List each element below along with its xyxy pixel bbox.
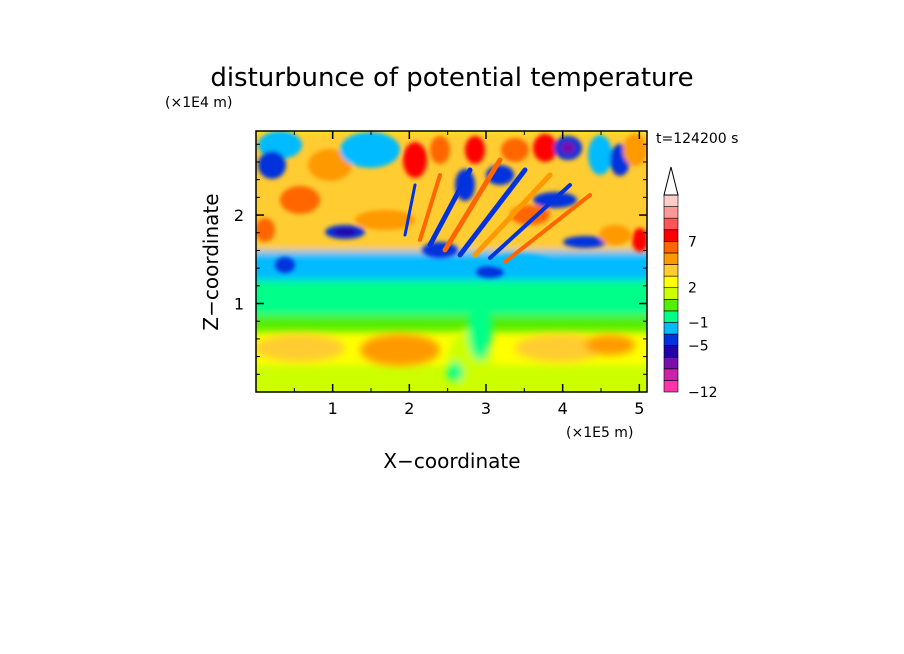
colorbar-swatch — [663, 310, 679, 323]
y-tick-label: 2 — [234, 206, 244, 225]
time-label: t=124200 s — [656, 131, 738, 147]
colorbar-swatch — [663, 264, 679, 277]
colorbar-extend-arrow — [663, 166, 679, 196]
x-tick-label: 3 — [481, 399, 491, 418]
colorbar-swatch — [663, 241, 679, 254]
x-unit-label: (×1E5 m) — [566, 425, 633, 441]
colorbar-label: −5 — [688, 339, 709, 355]
colorbar-label: −12 — [688, 385, 718, 401]
colorbar-swatch — [663, 275, 679, 289]
colorbar-swatch — [663, 368, 679, 381]
colorbar-label: 2 — [688, 281, 697, 297]
chart-title: disturbunce of potential temperature — [210, 63, 693, 93]
colorbar-swatch — [663, 322, 679, 335]
colorbar-swatch — [663, 229, 679, 242]
contour-field — [256, 131, 647, 392]
x-axis-label: X−coordinate — [383, 449, 520, 473]
y-unit-label: (×1E4 m) — [165, 95, 232, 111]
colorbar: 7 2 −1 −5 −12 — [663, 166, 718, 401]
colorbar-swatch — [663, 380, 679, 393]
colorbar-swatch — [663, 206, 679, 219]
colorbar-swatch — [663, 252, 679, 265]
colorbar-swatch — [663, 356, 679, 370]
x-tick-label: 1 — [328, 399, 338, 418]
x-tick-label: 2 — [404, 399, 414, 418]
colorbar-swatch — [663, 345, 679, 358]
axis-ticks: 1 2 3 4 5 1 2 — [234, 131, 647, 418]
x-tick-label: 5 — [634, 399, 644, 418]
colorbar-swatch — [663, 333, 679, 346]
y-axis-label: Z−coordinate — [199, 193, 223, 330]
colorbar-swatch — [663, 298, 679, 312]
colorbar-label: −1 — [688, 315, 709, 331]
colorbar-swatch — [663, 194, 679, 207]
plot-frame — [255, 130, 648, 393]
colorbar-swatch — [663, 217, 679, 231]
colorbar-label: 7 — [688, 234, 697, 250]
x-tick-label: 4 — [558, 399, 568, 418]
colorbar-swatch — [663, 287, 679, 300]
y-tick-label: 1 — [234, 295, 244, 314]
